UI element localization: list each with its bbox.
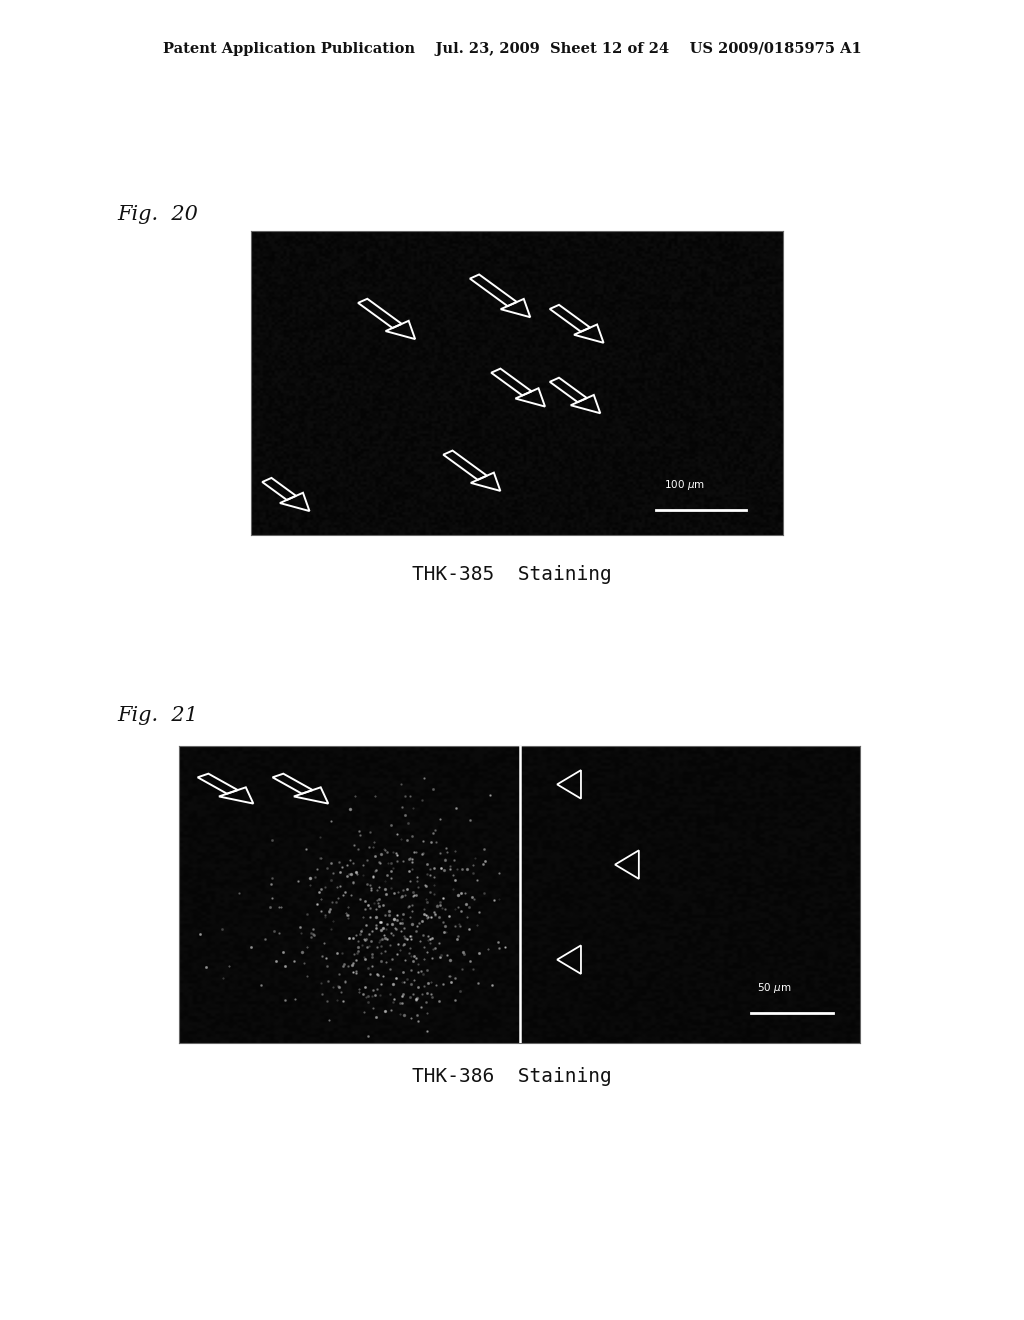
Text: THK-386  Staining: THK-386 Staining <box>412 1067 612 1085</box>
Text: Fig.  20: Fig. 20 <box>118 205 199 223</box>
Text: THK-385  Staining: THK-385 Staining <box>412 565 612 583</box>
Text: Patent Application Publication    Jul. 23, 2009  Sheet 12 of 24    US 2009/01859: Patent Application Publication Jul. 23, … <box>163 42 861 57</box>
Text: 100 $\mu$m: 100 $\mu$m <box>664 478 705 492</box>
Text: Fig.  21: Fig. 21 <box>118 706 199 725</box>
Text: 50 $\mu$m: 50 $\mu$m <box>757 981 791 995</box>
